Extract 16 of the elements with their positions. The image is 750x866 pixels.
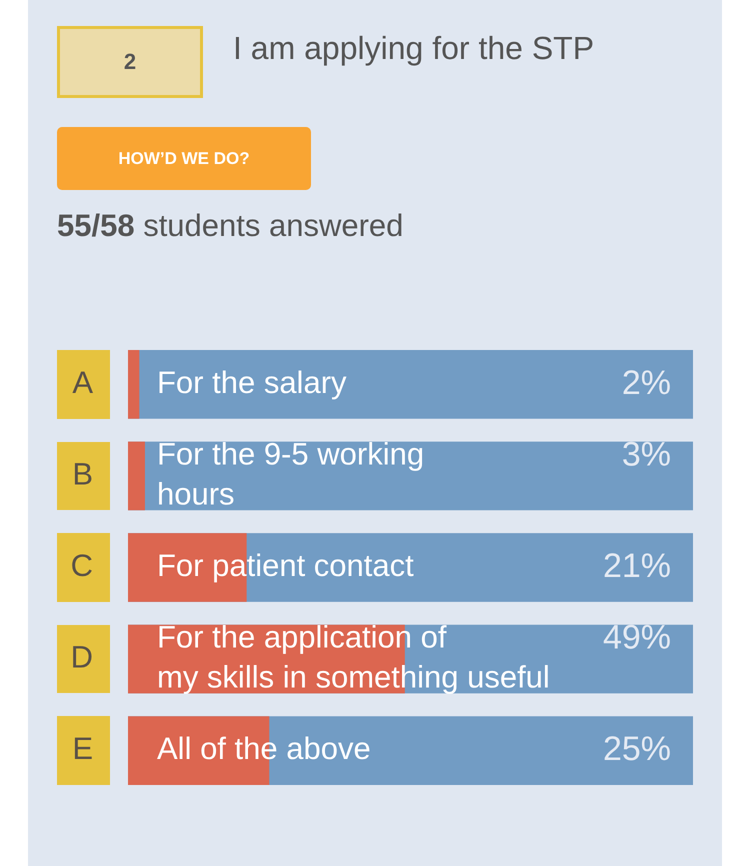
y-tick-label: E bbox=[72, 731, 93, 766]
y-tick-label: B bbox=[72, 456, 93, 492]
data-label: 3% bbox=[622, 435, 671, 474]
y-tick-label: A bbox=[72, 364, 94, 400]
data-label: 49% bbox=[602, 618, 671, 656]
y-tick-label: D bbox=[70, 640, 93, 675]
data-label: 25% bbox=[602, 730, 671, 768]
y-tick-label: C bbox=[70, 548, 93, 584]
chart-title: I am applying for the STP bbox=[233, 30, 594, 67]
chart-subtitle: 55/58 students answered bbox=[57, 208, 404, 244]
data-label: 21% bbox=[602, 546, 671, 585]
data-label: 2% bbox=[622, 364, 671, 402]
text: HOW’D WE DO? bbox=[57, 127, 311, 190]
annotation: For the 9-5 working hours bbox=[157, 436, 424, 512]
annotation: For the salary bbox=[157, 364, 348, 400]
text: 2 bbox=[57, 26, 203, 98]
